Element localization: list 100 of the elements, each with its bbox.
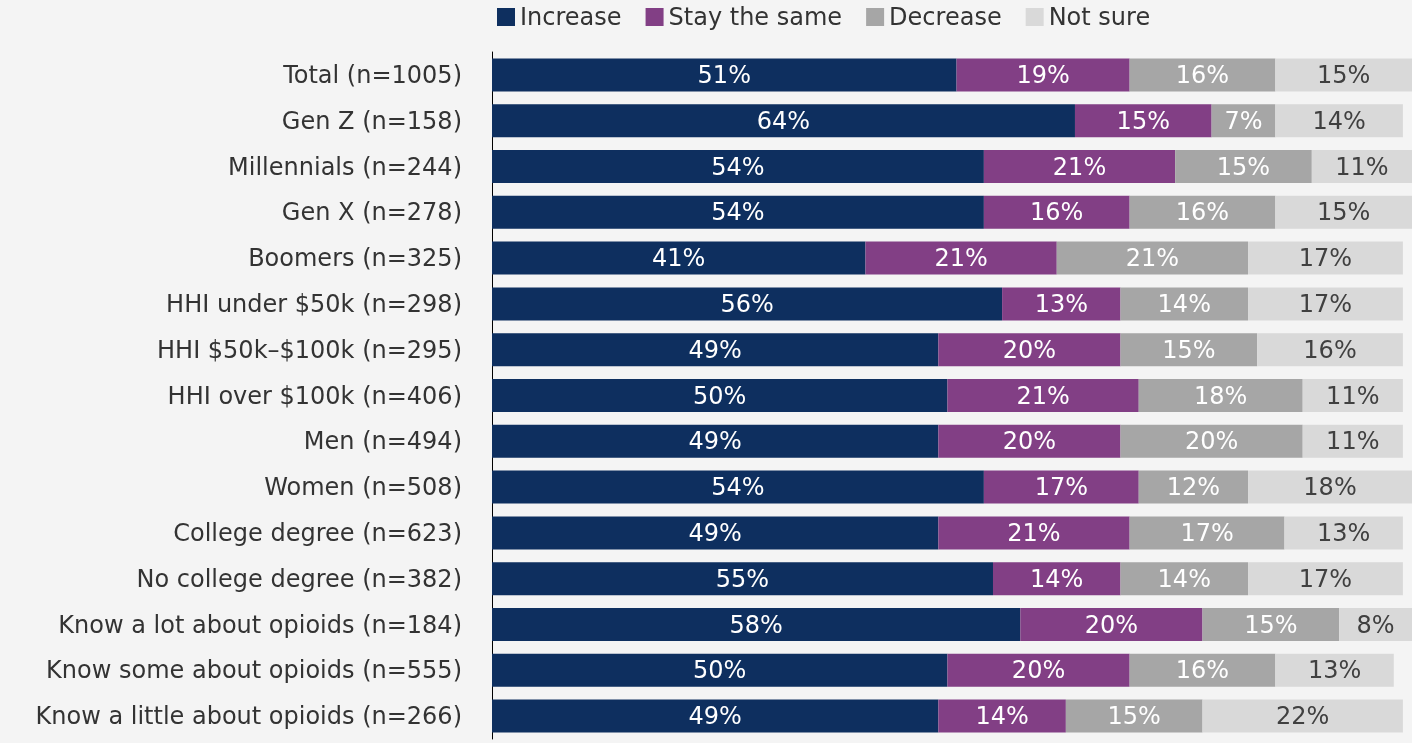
legend-label: Increase (520, 3, 622, 31)
data-label: 22% (1276, 702, 1330, 731)
bar (1120, 287, 1249, 321)
data-label: 49% (688, 518, 742, 547)
bar (492, 379, 948, 412)
bar (492, 333, 939, 367)
data-label: 15% (1216, 152, 1271, 181)
data-label: 21% (1007, 518, 1061, 547)
y-tick-label: Women (n=508) (264, 473, 462, 502)
y-tick-label: No college degree (n=382) (136, 564, 462, 593)
data-label: 15% (1244, 610, 1298, 639)
legend-label: Stay the same (668, 3, 843, 31)
data-label: 15% (1107, 702, 1161, 731)
bar (492, 516, 939, 550)
data-label: 21% (1052, 152, 1107, 181)
legend-label: Not sure (1048, 3, 1151, 31)
data-label: 14% (1157, 289, 1211, 318)
data-label: 14% (1157, 564, 1211, 593)
bar (1248, 287, 1403, 321)
data-label: 17% (1298, 244, 1353, 273)
data-label: 15% (1116, 106, 1170, 135)
data-label: 50% (693, 656, 747, 685)
y-tick-label: Know some about opioids (n=555) (46, 656, 462, 685)
data-label: 64% (756, 106, 811, 135)
bar (938, 424, 1121, 458)
data-label: 16% (1303, 335, 1357, 364)
bar (983, 470, 1139, 504)
data-label: 16% (1175, 60, 1230, 89)
bar (1248, 562, 1403, 596)
data-label: 20% (1011, 656, 1066, 685)
bar (492, 104, 1075, 138)
data-label: 17% (1180, 518, 1234, 547)
data-label: 8% (1356, 610, 1395, 639)
data-label: 14% (1312, 106, 1366, 135)
data-label: 17% (1298, 289, 1353, 318)
data-label: 56% (720, 289, 774, 318)
bar (947, 653, 1130, 687)
bar (1284, 516, 1403, 550)
bar (1248, 241, 1403, 275)
data-label: 11% (1335, 152, 1389, 181)
bar (1175, 150, 1312, 183)
data-label: 7% (1224, 106, 1263, 135)
y-tick-label: HHI over $100k (n=406) (167, 381, 462, 410)
y-tick-label: Millennials (n=244) (228, 152, 462, 181)
y-tick-label: Know a lot about opioids (n=184) (58, 610, 462, 639)
bar (1002, 287, 1121, 321)
data-label: 20% (1084, 610, 1139, 639)
bar (1275, 195, 1412, 229)
data-label: 14% (975, 702, 1029, 731)
legend-label: Decrease (889, 3, 1002, 31)
data-label: 17% (1298, 564, 1353, 593)
bar (492, 287, 1003, 321)
data-label: 54% (711, 152, 765, 181)
data-label: 58% (729, 610, 783, 639)
data-label: 51% (697, 60, 751, 89)
data-label: 54% (711, 473, 765, 502)
data-label: 17% (1034, 473, 1088, 502)
bar (1120, 424, 1303, 458)
bar (956, 58, 1130, 92)
bar (1248, 470, 1412, 504)
data-label: 41% (652, 244, 706, 273)
bar (1257, 333, 1403, 367)
data-label: 21% (934, 244, 988, 273)
bar (1202, 608, 1340, 641)
bar (1129, 195, 1276, 229)
data-label: 49% (688, 427, 742, 456)
data-label: 16% (1030, 198, 1084, 227)
bar (492, 424, 939, 458)
bar (492, 195, 984, 229)
data-label: 15% (1162, 335, 1216, 364)
y-tick-label: HHI $50k–$100k (n=295) (157, 335, 462, 364)
bar (992, 562, 1121, 596)
bar (947, 379, 1139, 412)
data-label: 13% (1034, 289, 1088, 318)
data-label: 13% (1317, 518, 1371, 547)
data-label: 55% (715, 564, 770, 593)
data-label: 49% (688, 702, 742, 731)
bar (1074, 104, 1212, 138)
data-label: 11% (1326, 427, 1380, 456)
data-label: 20% (1002, 335, 1057, 364)
data-label: 19% (1016, 60, 1070, 89)
data-label: 15% (1317, 60, 1371, 89)
bar (983, 195, 1130, 229)
y-tick-label: Gen X (n=278) (281, 198, 462, 227)
data-label: 49% (688, 335, 742, 364)
y-tick-label: HHI under $50k (n=298) (166, 289, 462, 318)
data-label: 20% (1002, 427, 1057, 456)
data-label: 54% (711, 198, 765, 227)
bar (492, 608, 1021, 641)
data-label: 14% (1030, 564, 1084, 593)
bar (492, 653, 948, 687)
data-label: 16% (1175, 198, 1230, 227)
bar (1129, 58, 1276, 92)
bar (983, 150, 1176, 183)
data-label: 50% (693, 381, 747, 410)
bar (492, 58, 957, 92)
data-label: 20% (1184, 427, 1239, 456)
data-label: 21% (1125, 244, 1180, 273)
bar (1120, 562, 1249, 596)
data-label: 12% (1166, 473, 1221, 502)
